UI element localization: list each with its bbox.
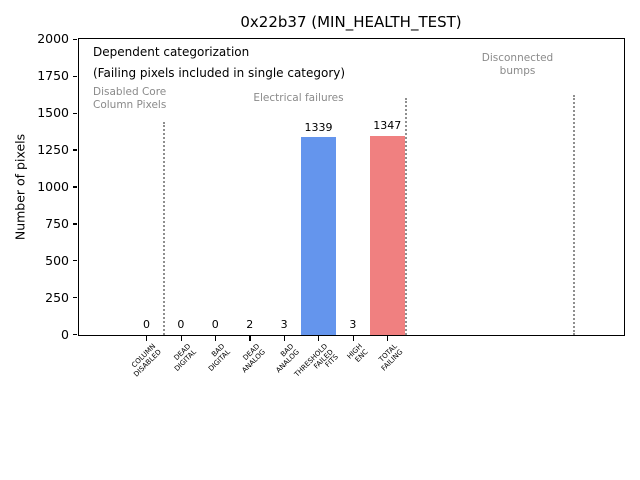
y-tick-label: 750 <box>45 215 69 231</box>
y-tick-label: 2000 <box>37 31 69 47</box>
plot-area: Dependent categorization (Failing pixels… <box>77 38 625 336</box>
y-axis-tick <box>72 297 77 299</box>
x-axis-tick <box>387 336 389 341</box>
section-separator-line <box>572 95 575 335</box>
y-axis-tick <box>72 223 77 225</box>
x-axis-tick <box>249 336 251 341</box>
bar-value-label: 1339 <box>304 120 333 134</box>
x-tick-label: HIGH ENC <box>345 342 370 364</box>
bar-value-label: 0 <box>177 318 185 332</box>
annotation-failing-pixels-note: (Failing pixels included in single categ… <box>93 66 346 80</box>
bar <box>301 137 336 335</box>
x-tick-label: DEAD ANALOG <box>239 342 267 375</box>
y-axis-tick <box>72 38 77 40</box>
bar-value-label: 3 <box>349 317 357 331</box>
x-axis-tick <box>283 336 285 341</box>
bar-value-label: 1347 <box>373 119 402 133</box>
y-tick-label: 1750 <box>37 68 69 84</box>
x-axis-tick <box>146 336 148 341</box>
x-tick-label: DEAD DIGITAL <box>172 342 198 373</box>
bar-value-label: 3 <box>280 317 288 331</box>
bar-value-label: 2 <box>246 318 254 332</box>
x-axis-tick <box>318 336 320 341</box>
y-axis-tick <box>72 334 77 336</box>
section-label-disabled-core-column-pixels: Disabled Core Column Pixels <box>93 86 167 111</box>
y-tick-label: 1250 <box>37 142 69 158</box>
y-axis-tick <box>72 186 77 188</box>
x-axis-tick <box>215 336 217 341</box>
y-tick-label: 250 <box>45 289 69 305</box>
section-label-disconnected-bumps: Disconnected bumps <box>481 52 554 77</box>
x-tick-label: THRESHOLD FAILED FITS <box>293 342 341 379</box>
bar-value-label: 0 <box>211 318 219 332</box>
x-axis-tick <box>352 336 354 341</box>
y-axis-tick <box>72 112 77 114</box>
x-axis-tick <box>180 336 182 341</box>
annotation-dependent-categorization: Dependent categorization <box>93 45 250 59</box>
section-label-electrical-failures: Electrical failures <box>253 92 344 104</box>
x-tick-label: TOTAL FAILING <box>377 342 404 373</box>
y-tick-label: 500 <box>45 252 69 268</box>
x-tick-label: COLUMN DISABLED <box>130 342 164 379</box>
section-separator-line <box>404 98 407 335</box>
x-tick-label: BAD DIGITAL <box>206 342 232 373</box>
y-axis-tick <box>72 260 77 262</box>
section-separator-line <box>162 122 165 335</box>
y-tick-label: 1500 <box>37 105 69 121</box>
chart-title: 0x22b37 (MIN_HEALTH_TEST) <box>240 13 462 31</box>
y-tick-label: 0 <box>61 326 69 342</box>
y-tick-label: 1000 <box>37 179 69 194</box>
y-axis-tick <box>72 149 77 151</box>
bar-value-label: 0 <box>143 318 150 332</box>
bar <box>370 136 405 335</box>
y-axis-tick <box>72 75 77 77</box>
